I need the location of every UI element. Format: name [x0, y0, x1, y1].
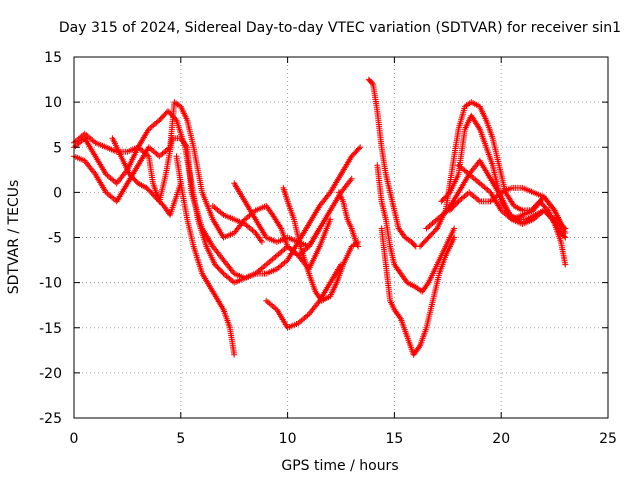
- point-markers: [209, 202, 265, 245]
- series-track-10: [335, 189, 362, 250]
- axis-ticks: 0 5 10 15 20 25 -25 -20 -15 -10 -5 0 5 10 15: [39, 50, 617, 447]
- point-markers: [71, 130, 334, 282]
- y-tick-label: -20: [39, 366, 62, 382]
- x-tick-label: 25: [599, 431, 617, 447]
- point-markers: [423, 157, 569, 232]
- series-track-3: [71, 108, 364, 286]
- series-track-9: [263, 261, 344, 331]
- point-markers: [335, 189, 362, 250]
- point-markers: [378, 225, 458, 358]
- point-markers: [173, 153, 238, 358]
- x-tick-label: 10: [279, 431, 297, 447]
- x-tick-label: 5: [176, 431, 185, 447]
- series-track-4: [173, 153, 238, 358]
- y-tick-label: -15: [39, 321, 62, 337]
- series-track-12: [374, 162, 458, 295]
- series-track-2: [71, 130, 334, 282]
- x-tick-label: 0: [70, 431, 79, 447]
- x-tick-label: 15: [385, 431, 403, 447]
- x-tick-label: 20: [492, 431, 510, 447]
- point-markers: [109, 135, 184, 218]
- x-axis-label: GPS time / hours: [281, 458, 398, 474]
- series-track-18: [446, 184, 569, 236]
- series-track-5: [109, 135, 184, 218]
- chart-title: Day 315 of 2024, Sidereal Day-to-day VTE…: [59, 20, 621, 36]
- point-markers: [374, 162, 458, 295]
- point-markers: [365, 76, 419, 250]
- series-track-11: [365, 76, 419, 250]
- y-tick-label: 10: [44, 95, 62, 111]
- point-markers: [446, 184, 569, 236]
- y-tick-label: -25: [39, 411, 62, 427]
- y-tick-label: 0: [53, 185, 62, 201]
- y-tick-label: 5: [53, 140, 62, 156]
- point-markers: [71, 108, 364, 286]
- point-markers: [280, 184, 362, 304]
- y-tick-label: 15: [44, 50, 62, 66]
- series-track-6: [209, 202, 265, 245]
- series-track-16: [423, 157, 569, 232]
- y-tick-label: -5: [48, 231, 62, 247]
- series-track-13: [378, 225, 458, 358]
- series-track-8: [280, 184, 362, 304]
- grid-lines: [74, 57, 608, 418]
- y-axis-label: SDTVAR / TECUs: [6, 180, 22, 295]
- y-tick-label: -10: [39, 276, 62, 292]
- point-markers: [263, 261, 344, 331]
- data-points: [71, 76, 569, 358]
